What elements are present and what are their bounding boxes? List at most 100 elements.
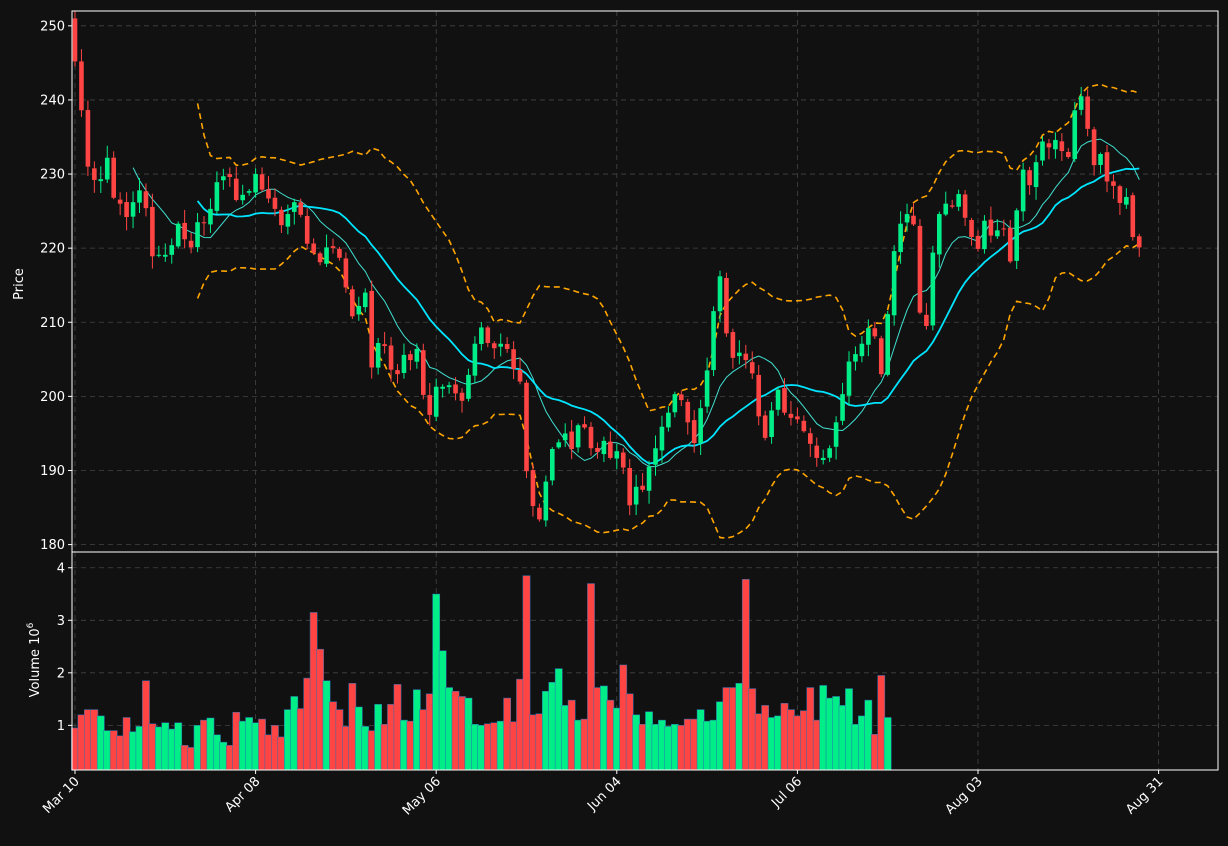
price-axis: 180 190 200 210 220 230 240 250 bbox=[40, 19, 72, 553]
volume-bar bbox=[464, 697, 473, 771]
volume-bar bbox=[303, 677, 312, 771]
volume-bar bbox=[432, 593, 441, 771]
volume-bar bbox=[606, 699, 615, 771]
candle-body bbox=[891, 251, 897, 316]
volume-bar bbox=[148, 723, 157, 771]
candle-body bbox=[382, 344, 387, 346]
volume-bar bbox=[406, 720, 415, 771]
volume-bar bbox=[180, 745, 189, 771]
volume-bar bbox=[812, 719, 821, 771]
volume-bar bbox=[748, 688, 757, 771]
candle-body bbox=[1091, 129, 1097, 166]
candle-body bbox=[408, 354, 413, 361]
volume-bar bbox=[96, 715, 105, 771]
candle-body bbox=[304, 215, 310, 244]
volume-bar bbox=[600, 685, 608, 771]
volume-bar bbox=[374, 704, 382, 771]
volume-bar bbox=[361, 726, 370, 771]
volume-bar bbox=[806, 687, 815, 771]
candle-body bbox=[1098, 154, 1103, 165]
candle-body bbox=[666, 412, 671, 428]
candle-body bbox=[85, 110, 91, 167]
candle-body bbox=[124, 202, 129, 218]
volume-bar bbox=[387, 704, 395, 771]
candle-body bbox=[846, 361, 852, 396]
candle-body bbox=[878, 338, 884, 375]
volume-bar bbox=[329, 701, 337, 771]
volume-bar bbox=[696, 709, 705, 771]
volume-bar bbox=[193, 725, 202, 771]
candle-body bbox=[285, 214, 291, 227]
candle-body bbox=[491, 343, 497, 349]
candlesticks bbox=[72, 11, 1142, 527]
candle-body bbox=[221, 176, 226, 181]
candle-body bbox=[1066, 151, 1071, 157]
volume-tick-label: 1 bbox=[57, 719, 65, 734]
volume-bar bbox=[84, 709, 92, 771]
candle-body bbox=[330, 246, 336, 249]
candle-body bbox=[956, 194, 961, 207]
candle-body bbox=[1001, 228, 1007, 230]
candle-body bbox=[943, 203, 949, 215]
volume-bar bbox=[245, 717, 254, 771]
candle-body bbox=[433, 386, 439, 417]
volume-bar bbox=[832, 696, 840, 771]
candle-body bbox=[601, 440, 607, 455]
volume-bar bbox=[593, 687, 602, 771]
candle-body bbox=[575, 425, 581, 448]
volume-bar bbox=[580, 718, 589, 771]
volume-bar bbox=[277, 736, 286, 771]
candle-body bbox=[756, 374, 761, 417]
volume-axis-label-exponent: 6 bbox=[26, 622, 36, 628]
volume-bar bbox=[729, 687, 737, 771]
candle-body bbox=[762, 415, 768, 438]
candle-body bbox=[175, 223, 181, 247]
volume-bar bbox=[858, 715, 866, 771]
volume-bar bbox=[129, 731, 137, 771]
volume-bar bbox=[271, 725, 279, 771]
candle-body bbox=[633, 486, 639, 505]
candle-body bbox=[1020, 169, 1026, 212]
price-tick-label: 250 bbox=[40, 19, 65, 34]
candle-body bbox=[459, 392, 465, 401]
volume-bar bbox=[619, 664, 628, 771]
price-tick-label: 240 bbox=[40, 93, 65, 108]
candle-body bbox=[1014, 210, 1019, 261]
volume-bar bbox=[232, 711, 241, 771]
volume-bar bbox=[567, 699, 576, 771]
candle-body bbox=[356, 305, 362, 315]
candle-body bbox=[530, 470, 536, 507]
candle-body bbox=[1027, 170, 1032, 186]
candle-body bbox=[969, 219, 974, 238]
candle-body bbox=[569, 431, 574, 449]
candle-body bbox=[1040, 141, 1045, 161]
volume-bar bbox=[309, 612, 318, 771]
candle-body bbox=[904, 214, 910, 223]
volume-bar bbox=[574, 719, 582, 771]
candle-body bbox=[427, 395, 433, 415]
volume-bar bbox=[800, 710, 808, 771]
volume-bar bbox=[109, 730, 118, 771]
candle-body bbox=[498, 343, 503, 347]
candle-body bbox=[833, 422, 839, 447]
volume-bar bbox=[290, 696, 299, 771]
volume-bar bbox=[367, 730, 376, 771]
candle-body bbox=[1117, 186, 1123, 203]
candle-body bbox=[311, 243, 316, 253]
volume-bar bbox=[819, 685, 828, 771]
volume-bar bbox=[264, 734, 273, 771]
price-tick-label: 190 bbox=[40, 464, 65, 479]
candle-body bbox=[859, 343, 865, 357]
candle-body bbox=[749, 362, 755, 374]
volume-bar bbox=[735, 683, 744, 771]
candle-body bbox=[988, 219, 994, 236]
volume-bar bbox=[393, 684, 402, 771]
candle-body bbox=[511, 349, 516, 369]
volume-bar bbox=[516, 678, 524, 771]
candle-body bbox=[808, 433, 813, 444]
volume-bar bbox=[296, 708, 305, 771]
candle-body bbox=[446, 385, 452, 388]
volume-bar bbox=[90, 709, 99, 771]
volume-bar bbox=[425, 693, 434, 771]
